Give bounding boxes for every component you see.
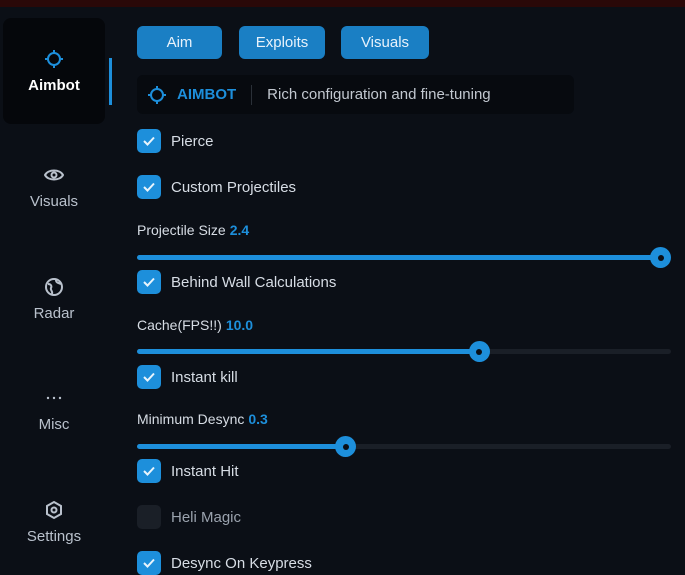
gear-icon bbox=[46, 500, 62, 519]
slider-fill bbox=[137, 255, 661, 260]
slider-name: Cache(FPS!!) bbox=[137, 317, 222, 333]
checkbox-instant-kill[interactable]: Instant kill bbox=[137, 365, 238, 389]
checkbox-custom-projectiles[interactable]: Custom Projectiles bbox=[137, 175, 296, 199]
sidebar-item-label: Misc bbox=[38, 415, 70, 433]
tab-exploits[interactable]: Exploits bbox=[239, 26, 325, 59]
checkmark-icon bbox=[143, 277, 155, 287]
checkmark-icon bbox=[143, 182, 155, 192]
slider-label-cache: Cache(FPS!!) 10.0 bbox=[137, 317, 253, 333]
checkbox-label: Desync On Keypress bbox=[171, 554, 312, 572]
sidebar-item-settings[interactable]: Settings bbox=[3, 469, 105, 575]
checkbox-box[interactable] bbox=[137, 505, 161, 529]
checkbox-behind-wall[interactable]: Behind Wall Calculations bbox=[137, 270, 336, 294]
slider-min-desync[interactable] bbox=[137, 436, 671, 457]
checkbox-box[interactable] bbox=[137, 459, 161, 483]
sidebar: Aimbot Visuals Radar Misc Settings bbox=[0, 7, 112, 575]
checkbox-box[interactable] bbox=[137, 270, 161, 294]
slider-handle[interactable] bbox=[335, 436, 357, 457]
checkmark-icon bbox=[143, 136, 155, 146]
slider-value: 2.4 bbox=[229, 222, 250, 238]
checkbox-box[interactable] bbox=[137, 175, 161, 199]
slider-label-min-desync: Minimum Desync 0.3 bbox=[137, 411, 268, 427]
top-bar bbox=[0, 0, 685, 7]
checkbox-label: Pierce bbox=[171, 132, 214, 150]
slider-fill bbox=[137, 444, 346, 449]
checkbox-box[interactable] bbox=[137, 551, 161, 575]
section-description: Rich configuration and fine-tuning bbox=[267, 86, 491, 103]
sidebar-item-visuals[interactable]: Visuals bbox=[3, 134, 105, 240]
checkbox-label: Instant Hit bbox=[171, 462, 239, 480]
checkbox-desync-keypress[interactable]: Desync On Keypress bbox=[137, 551, 312, 575]
checkbox-box[interactable] bbox=[137, 129, 161, 153]
slider-label-projectile-size: Projectile Size 2.4 bbox=[137, 222, 249, 238]
slider-cache[interactable] bbox=[137, 341, 671, 362]
ellipsis-icon bbox=[46, 396, 62, 399]
globe-icon bbox=[45, 277, 63, 296]
checkbox-heli-magic[interactable]: Heli Magic bbox=[137, 505, 241, 529]
checkbox-label: Instant kill bbox=[171, 368, 238, 386]
checkbox-label: Behind Wall Calculations bbox=[171, 273, 337, 291]
slider-handle[interactable] bbox=[468, 341, 490, 362]
checkbox-label: Heli Magic bbox=[171, 508, 242, 526]
checkbox-label: Custom Projectiles bbox=[171, 178, 297, 196]
sidebar-item-aimbot[interactable]: Aimbot bbox=[3, 18, 112, 124]
slider-fill bbox=[137, 349, 479, 354]
slider-value: 10.0 bbox=[225, 317, 254, 333]
crosshair-icon bbox=[45, 49, 63, 68]
tab-visuals[interactable]: Visuals bbox=[341, 26, 429, 59]
checkbox-pierce[interactable]: Pierce bbox=[137, 129, 214, 153]
slider-projectile-size[interactable] bbox=[137, 247, 672, 268]
checkbox-instant-hit[interactable]: Instant Hit bbox=[137, 459, 239, 483]
checkbox-box[interactable] bbox=[137, 365, 161, 389]
sidebar-item-label: Radar bbox=[33, 304, 75, 322]
checkmark-icon bbox=[143, 372, 155, 382]
slider-name: Projectile Size bbox=[137, 222, 226, 238]
sidebar-item-label: Visuals bbox=[29, 192, 79, 210]
eye-icon bbox=[44, 169, 64, 180]
checkmark-icon bbox=[143, 466, 155, 476]
slider-value: 0.3 bbox=[248, 411, 268, 427]
active-indicator bbox=[109, 58, 112, 105]
sidebar-item-label: Settings bbox=[26, 527, 82, 545]
slider-name: Minimum Desync bbox=[137, 411, 245, 427]
divider bbox=[251, 84, 253, 105]
checkmark-icon bbox=[143, 558, 155, 568]
sidebar-item-misc[interactable]: Misc bbox=[3, 357, 105, 463]
sidebar-item-radar[interactable]: Radar bbox=[3, 246, 105, 352]
section-title: AIMBOT bbox=[177, 86, 237, 103]
slider-handle[interactable] bbox=[650, 247, 672, 268]
section-header: AIMBOT Rich configuration and fine-tunin… bbox=[137, 75, 574, 114]
tab-aim[interactable]: Aim bbox=[137, 26, 222, 59]
crosshair-icon bbox=[148, 85, 166, 104]
sidebar-item-label: Aimbot bbox=[28, 76, 80, 94]
